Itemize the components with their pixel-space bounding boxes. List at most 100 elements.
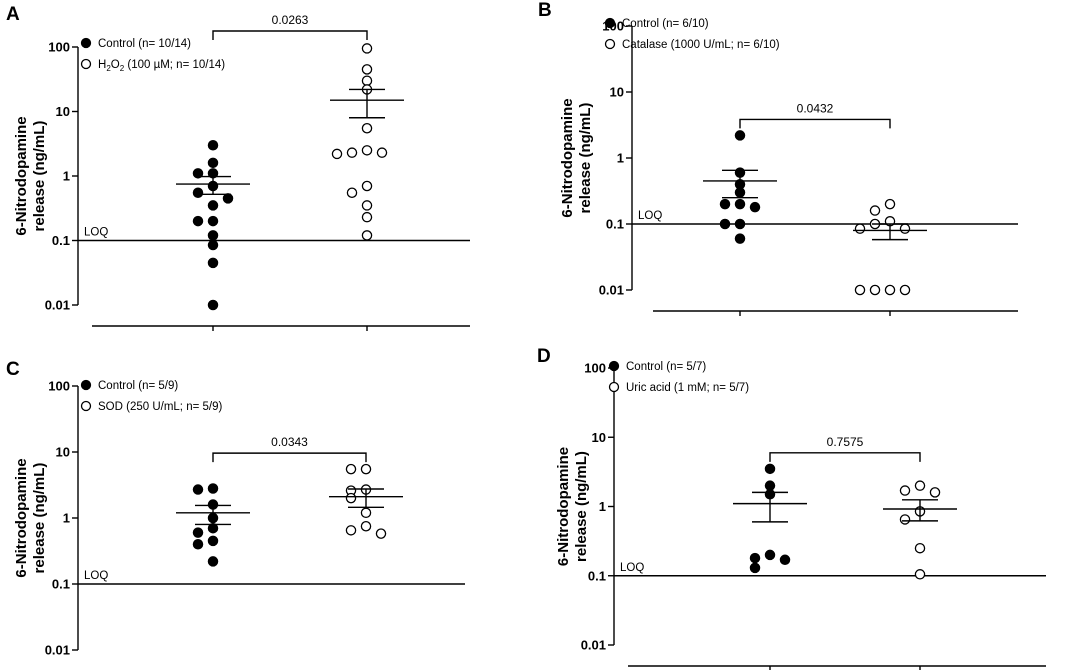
- legend-marker: [80, 379, 92, 391]
- y-axis-label-line: 6-Nitrodopamine: [13, 458, 30, 577]
- legend-marker: [604, 17, 616, 29]
- data-point: [884, 198, 896, 210]
- panel-c: C 100 10 1 0.1 0.01 6-Nitrodopaminerelease (ng…: [6, 359, 465, 658]
- panel-letter: B: [538, 0, 552, 21]
- loq-label: LOQ: [84, 570, 108, 582]
- data-point: [192, 168, 204, 179]
- data-point: [207, 239, 219, 251]
- data-point: [749, 201, 761, 213]
- data-point: [361, 180, 373, 192]
- data-point: [207, 483, 219, 494]
- y-axis-label: 6-Nitrodopaminerelease (ng/mL): [559, 98, 594, 217]
- data-point: [207, 257, 219, 269]
- data-point: [207, 556, 219, 567]
- data-point: [869, 205, 881, 216]
- data-point: [192, 527, 204, 538]
- data-point: [346, 147, 358, 158]
- p-value-label: 0.0432: [797, 101, 834, 115]
- legend-label: Uric acid (1 mM; n= 5/7): [626, 382, 749, 394]
- legend-marker: [608, 381, 620, 393]
- data-point: [764, 480, 776, 491]
- legend-label-part: 2: [120, 64, 125, 73]
- data-point: [914, 569, 926, 580]
- legend-label: H2O2 (100 µM; n= 10/14): [98, 59, 225, 73]
- y-tick-label: 0.01: [599, 283, 624, 298]
- legend-marker: [604, 38, 616, 50]
- data-point: [376, 147, 388, 158]
- y-tick-label: 0.01: [45, 643, 70, 658]
- legend-marker: [80, 400, 92, 412]
- y-axis-label-line: 6-Nitrodopamine: [555, 447, 572, 566]
- y-tick-label: 10: [610, 85, 624, 100]
- y-axis-label-line: release (ng/mL): [31, 463, 48, 574]
- legend-marker: [608, 360, 620, 372]
- panel-letter: C: [6, 359, 20, 380]
- data-point: [914, 480, 926, 491]
- legend-label: Control (n= 5/9): [98, 380, 178, 392]
- legend-label: Control (n= 5/7): [626, 361, 706, 373]
- data-point: [361, 230, 373, 241]
- data-point: [207, 535, 219, 547]
- data-point: [749, 552, 761, 564]
- data-point: [764, 463, 776, 475]
- data-point: [361, 64, 373, 75]
- data-point: [899, 514, 911, 525]
- loq-label: LOQ: [84, 227, 108, 239]
- data-point: [331, 148, 343, 160]
- data-point: [345, 492, 357, 504]
- data-point: [345, 525, 357, 536]
- y-tick-label: 0.01: [45, 298, 70, 313]
- data-point: [899, 485, 911, 496]
- legend-marker: [80, 37, 92, 49]
- data-point: [719, 198, 731, 210]
- loq-label: LOQ: [620, 562, 644, 574]
- y-tick-label: 1: [63, 169, 70, 184]
- data-point: [360, 520, 372, 532]
- legend-label-part: O: [111, 59, 120, 71]
- data-point: [207, 139, 219, 151]
- y-tick-label: 100: [584, 361, 606, 376]
- data-point: [207, 215, 219, 227]
- data-point: [914, 542, 926, 554]
- y-tick-label: 0.01: [581, 638, 606, 653]
- data-point: [869, 284, 881, 296]
- y-axis-label: 6-Nitrodopaminerelease (ng/mL): [555, 447, 590, 566]
- panel-d: D 100 10 1 0.1 0.01 6-Nitrodopaminerelease (ng…: [537, 346, 1046, 670]
- y-tick-label: 10: [56, 445, 70, 460]
- significance-bracket: [212, 30, 368, 40]
- data-point: [361, 145, 373, 156]
- y-tick-label: 1: [617, 151, 624, 166]
- y-axis-label-line: 6-Nitrodopamine: [559, 98, 576, 217]
- data-point: [361, 43, 373, 54]
- data-point: [346, 187, 358, 198]
- data-point: [749, 562, 761, 574]
- p-value-label: 0.7575: [827, 435, 864, 449]
- legend-label: Control (n= 10/14): [98, 38, 191, 50]
- y-tick-label: 100: [48, 379, 70, 394]
- panel-b: B1001010.10.016-Nitrodopaminerelease (ng…: [538, 0, 1018, 316]
- loq-label: LOQ: [638, 210, 662, 222]
- data-point: [764, 549, 776, 561]
- data-point: [854, 284, 866, 296]
- y-tick-label: 0.1: [52, 577, 70, 592]
- y-tick-label: 1: [599, 499, 606, 514]
- data-point: [192, 187, 204, 198]
- y-axis-label-line: release (ng/mL): [577, 103, 594, 214]
- data-point: [929, 487, 941, 498]
- panel-letter: D: [537, 346, 551, 367]
- y-axis-label-line: 6-Nitrodopamine: [13, 116, 30, 235]
- data-point: [345, 463, 357, 475]
- data-point: [734, 218, 746, 230]
- data-point: [207, 157, 219, 169]
- data-point: [361, 122, 373, 134]
- data-point: [375, 528, 387, 539]
- y-axis-label: 6-Nitrodopaminerelease (ng/mL): [13, 458, 48, 577]
- y-axis-label: 6-Nitrodopaminerelease (ng/mL): [13, 116, 48, 235]
- data-point: [734, 130, 746, 141]
- data-point: [361, 75, 373, 86]
- y-axis-label-line: release (ng/mL): [31, 121, 48, 232]
- data-point: [734, 198, 746, 210]
- y-tick-label: 0.1: [588, 568, 606, 583]
- panel-letter: A: [6, 4, 20, 25]
